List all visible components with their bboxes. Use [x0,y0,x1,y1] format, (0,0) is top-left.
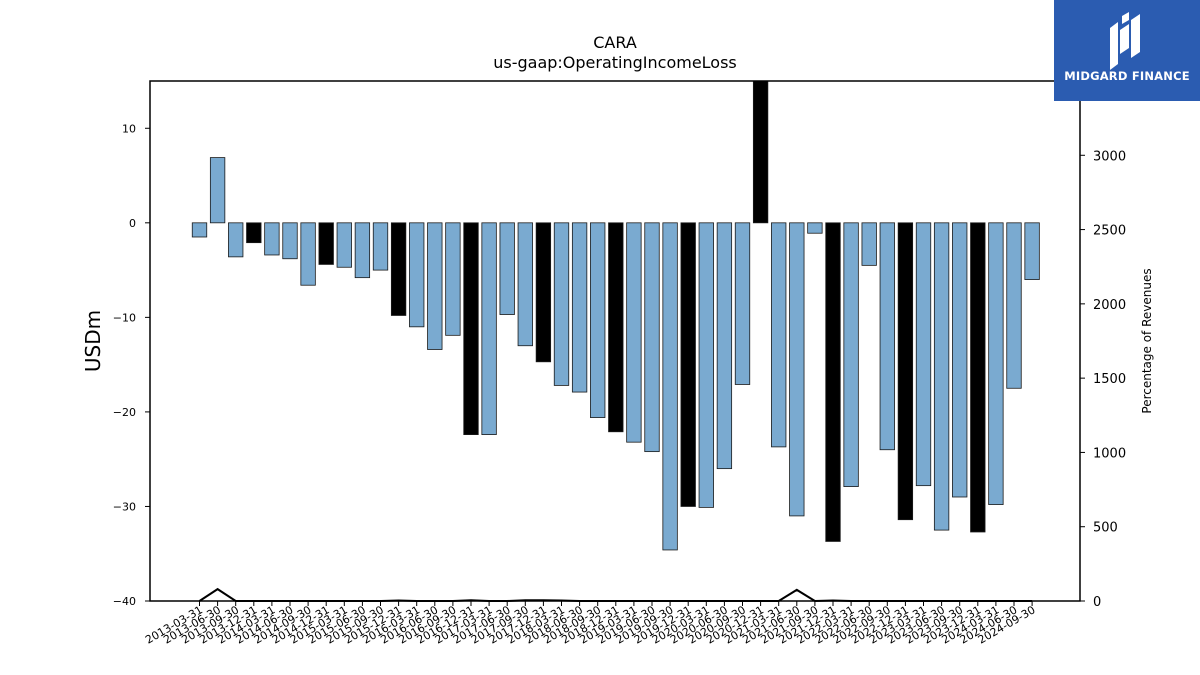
bar-2024-03-31 [988,222,1004,505]
y2-tick-label: 2500 [1093,224,1126,239]
bar-2017-09-30 [517,222,533,347]
bar-2017-12-31 [535,222,552,363]
pct-revenues-line [198,587,1033,603]
chart-title: CARA [593,33,637,52]
y2-tick-label: 1000 [1093,446,1126,461]
y2-tick-label: 1500 [1093,372,1126,387]
bar-2013-06-30 [209,157,226,224]
bar-2017-06-30 [499,222,515,315]
bar-2020-12-31 [752,80,769,224]
bar-2017-03-31 [481,222,497,436]
bar-2013-12-31 [246,222,262,244]
bar-2020-09-30 [734,222,751,385]
bar-2014-03-31 [264,222,280,256]
bar-2018-03-31 [553,222,570,386]
bar-2014-06-30 [282,222,298,260]
bar-2016-06-30 [427,222,443,350]
bar-2020-06-30 [716,222,733,470]
bar-2019-06-30 [644,222,660,453]
bar-2022-06-30 [861,222,877,266]
bar-2022-09-30 [879,222,895,451]
chart-subtitle: us-gaap:OperatingIncomeLoss [493,53,737,72]
y2-tick-label: 2000 [1093,298,1126,313]
y-tick-label: −40 [113,595,136,608]
midgard-finance-logo: MIDGARD FINANCE [1054,0,1200,101]
y2-axis-label: Percentage of Revenues [1140,268,1154,413]
bar-2024-06-30 [1006,222,1022,389]
bar-2023-09-30 [952,222,968,498]
bar-2014-12-31 [318,222,334,265]
bar-2015-03-31 [336,222,352,268]
x-axis-ticks: 2013-03-312013-06-302013-09-302013-12-31… [143,601,1038,647]
y2-axis-ticks: 3000 2500 2000 1500 1000 500 0 [1080,149,1126,610]
bar-2015-12-31 [390,222,407,316]
bar-2018-06-30 [571,222,588,393]
logo-text: MIDGARD FINANCE [1064,69,1190,83]
bar-2016-12-31 [463,222,479,436]
bar-2021-12-31 [825,222,841,542]
y2-tick-label: 3000 [1093,149,1126,164]
bar-2021-06-30 [789,222,805,517]
bar-2015-09-30 [372,222,389,271]
bar-2018-09-30 [590,222,606,418]
bar-2024-09-30 [1024,222,1040,280]
bar-2015-06-30 [354,222,371,279]
y2-tick-label: 500 [1093,521,1118,536]
bar-2013-03-31 [191,222,208,238]
bar-2019-12-31 [680,222,696,507]
y-tick-label: 10 [122,122,136,135]
y-tick-label: −10 [113,311,136,324]
bar-2021-09-30 [807,222,823,234]
bar-2013-09-30 [228,222,244,258]
bar-2016-03-31 [409,222,425,328]
bar-series [191,80,1040,551]
plot-frame [149,80,1081,602]
bar-2020-03-31 [698,222,714,508]
bar-2023-06-30 [933,222,950,531]
bar-2018-12-31 [608,222,624,433]
y-tick-label: −30 [113,500,136,513]
y2-tick-label: 0 [1093,595,1101,610]
bar-2019-09-30 [662,222,678,551]
bar-2021-03-31 [771,222,787,448]
y-axis-label: USDm [81,310,105,372]
bar-2014-09-30 [300,222,316,286]
bar-2016-09-30 [445,222,461,336]
pct-revenues-series [198,587,1033,603]
bar-2022-03-31 [843,222,859,488]
bar-2023-03-31 [915,222,932,487]
y-axis-ticks: 10 0 −10 −20 −30 −40 [113,122,150,608]
y-tick-label: 0 [129,217,136,230]
midgard-logo-icon [1110,12,1140,70]
bar-2022-12-31 [897,222,914,521]
bar-2023-12-31 [970,222,986,533]
y-tick-label: −20 [113,406,136,419]
bar-2019-03-31 [626,222,642,443]
